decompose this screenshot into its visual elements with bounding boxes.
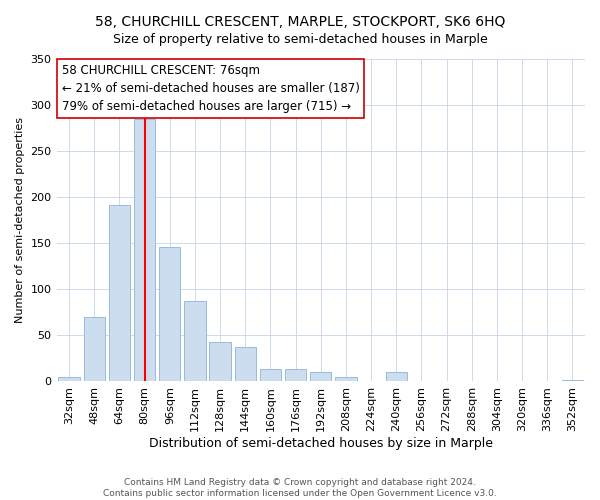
Bar bbox=[83, 317, 105, 382]
Bar bbox=[285, 370, 307, 382]
Bar bbox=[386, 372, 407, 382]
Bar bbox=[109, 204, 130, 382]
Bar bbox=[159, 247, 181, 382]
X-axis label: Distribution of semi-detached houses by size in Marple: Distribution of semi-detached houses by … bbox=[149, 437, 493, 450]
Bar bbox=[235, 348, 256, 382]
Bar bbox=[310, 372, 331, 382]
Y-axis label: Number of semi-detached properties: Number of semi-detached properties bbox=[15, 117, 25, 323]
Bar bbox=[260, 370, 281, 382]
Text: Contains HM Land Registry data © Crown copyright and database right 2024.
Contai: Contains HM Land Registry data © Crown c… bbox=[103, 478, 497, 498]
Bar bbox=[58, 377, 80, 382]
Bar bbox=[184, 302, 206, 382]
Text: 58, CHURCHILL CRESCENT, MARPLE, STOCKPORT, SK6 6HQ: 58, CHURCHILL CRESCENT, MARPLE, STOCKPOR… bbox=[95, 15, 505, 29]
Bar bbox=[134, 119, 155, 382]
Bar bbox=[335, 377, 356, 382]
Bar bbox=[209, 342, 231, 382]
Bar bbox=[562, 380, 583, 382]
Text: 58 CHURCHILL CRESCENT: 76sqm
← 21% of semi-detached houses are smaller (187)
79%: 58 CHURCHILL CRESCENT: 76sqm ← 21% of se… bbox=[62, 64, 360, 113]
Text: Size of property relative to semi-detached houses in Marple: Size of property relative to semi-detach… bbox=[113, 32, 487, 46]
